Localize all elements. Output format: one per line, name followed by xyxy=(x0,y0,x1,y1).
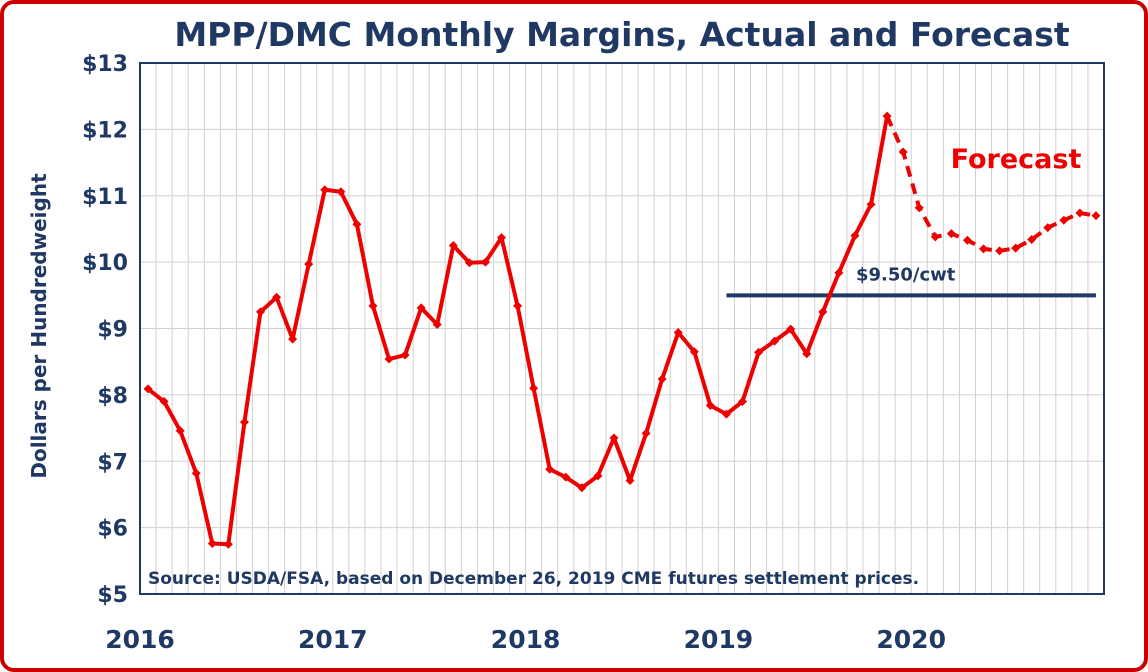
data-point xyxy=(464,258,474,268)
data-point xyxy=(754,347,764,357)
data-point xyxy=(593,471,603,481)
y-tick-label: $5 xyxy=(97,583,128,608)
plot-area: $5 $6 $7 $8 $9 $10 $11 $12 $13 2016 2017 2018 2019 20… xyxy=(82,52,1105,654)
x-tick-label: 2020 xyxy=(876,625,946,654)
data-point xyxy=(721,409,731,419)
data-point xyxy=(818,307,828,317)
x-tick-label: 2019 xyxy=(684,625,754,654)
data-point xyxy=(802,349,812,359)
series-line-forecast xyxy=(885,115,1097,253)
data-point xyxy=(609,433,619,443)
data-point xyxy=(738,397,747,407)
data-point xyxy=(143,384,153,394)
threshold-label: $9.50/cwt xyxy=(856,264,956,285)
data-point xyxy=(159,397,169,407)
y-tick-label: $6 xyxy=(97,517,128,542)
data-point xyxy=(1091,211,1101,221)
data-point xyxy=(561,472,571,482)
data-point xyxy=(432,320,442,330)
data-point xyxy=(272,292,282,302)
y-tick-label: $11 xyxy=(82,185,128,210)
chart-title: MPP/DMC Monthly Margins, Actual and Fore… xyxy=(174,15,1070,54)
data-point xyxy=(384,354,394,364)
y-axis-label: Dollars per Hundredweight xyxy=(27,173,51,479)
data-point xyxy=(1043,223,1053,233)
data-point xyxy=(979,244,988,254)
data-point xyxy=(673,327,683,337)
data-point xyxy=(529,383,539,393)
source-note: Source: USDA/FSA, based on December 26, … xyxy=(148,569,919,589)
data-point xyxy=(641,428,651,438)
y-tick-label: $8 xyxy=(97,384,128,409)
y-tick-label: $10 xyxy=(82,251,128,276)
data-point xyxy=(368,301,378,311)
data-point xyxy=(545,464,555,474)
data-point xyxy=(304,259,314,269)
data-point xyxy=(416,303,426,313)
data-point xyxy=(786,324,796,334)
y-tick-label: $9 xyxy=(97,318,128,343)
data-point xyxy=(1075,208,1085,218)
data-point xyxy=(288,334,298,344)
data-point xyxy=(400,350,410,360)
data-point xyxy=(1027,235,1037,245)
y-tick-label: $12 xyxy=(82,118,128,143)
data-point xyxy=(480,257,490,267)
data-point xyxy=(320,185,330,195)
data-point xyxy=(898,147,908,157)
data-point xyxy=(497,233,506,243)
data-point xyxy=(705,400,715,410)
data-point xyxy=(256,307,265,317)
data-point xyxy=(577,483,587,493)
data-point xyxy=(239,417,249,427)
data-point xyxy=(175,426,185,436)
data-point xyxy=(448,241,458,251)
plot-border xyxy=(139,62,1105,595)
data-point xyxy=(866,199,876,209)
data-point xyxy=(513,301,523,311)
y-tick-label: $13 xyxy=(82,52,128,77)
data-point xyxy=(657,374,667,384)
data-point xyxy=(336,187,346,197)
data-point xyxy=(850,231,860,241)
data-point xyxy=(946,229,956,239)
data-point xyxy=(770,336,780,346)
data-point xyxy=(223,539,233,549)
data-point xyxy=(191,468,201,478)
data-point xyxy=(1059,215,1069,225)
forecast-label: Forecast xyxy=(951,144,1082,175)
data-point xyxy=(625,475,635,485)
data-point xyxy=(1011,243,1021,253)
data-point xyxy=(834,268,844,278)
y-tick-label: $7 xyxy=(97,450,128,475)
data-point xyxy=(689,347,699,357)
data-point xyxy=(995,246,1005,256)
data-point xyxy=(930,232,940,242)
x-tick-label: 2017 xyxy=(298,625,368,654)
data-point xyxy=(914,203,924,213)
x-tick-label: 2018 xyxy=(491,625,561,654)
data-point xyxy=(207,539,217,549)
data-point xyxy=(962,235,972,245)
x-tick-label: 2016 xyxy=(105,625,175,654)
data-point xyxy=(352,219,362,229)
